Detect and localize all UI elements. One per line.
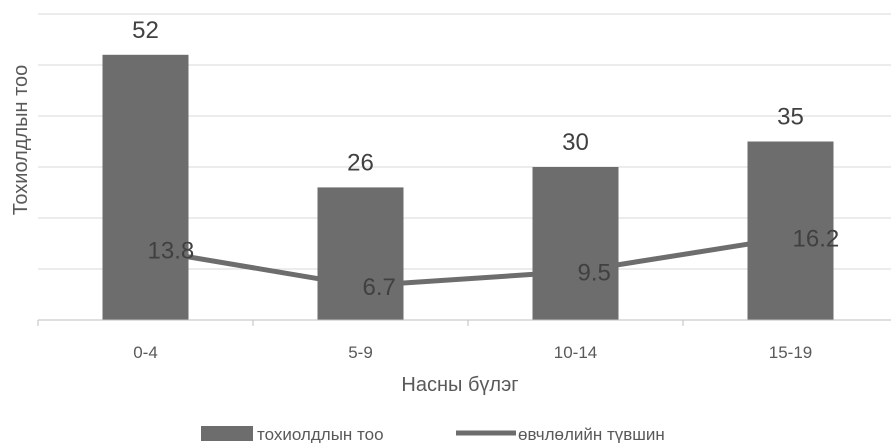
bar (317, 187, 404, 320)
x-axis: 0-4 5-9 10-14 15-19 (37, 319, 891, 362)
data-labels: 52 26 30 35 13.8 6.7 9.5 16.2 (132, 17, 839, 301)
line-data-label: 6.7 (363, 274, 396, 301)
bar (532, 167, 619, 320)
line-data-label: 16.2 (793, 225, 840, 252)
y-axis-title: Тохиолдлын тоо (10, 65, 32, 216)
legend-swatch-bar (201, 426, 253, 441)
legend-label-bar: тохиолдлын тоо (257, 425, 384, 443)
bar (102, 54, 189, 321)
x-tick-label: 10-14 (554, 343, 597, 362)
line-data-label: 13.8 (148, 238, 195, 265)
bar-data-label: 52 (132, 17, 159, 44)
bar-data-label: 35 (777, 104, 804, 131)
x-tick-label: 15-19 (769, 343, 812, 362)
line-series (143, 234, 793, 289)
bar-series (102, 54, 834, 321)
x-tick-label: 5-9 (348, 343, 373, 362)
legend: тохиолдлын тоо өвчлөлийн түвшин (201, 425, 665, 443)
bar (747, 141, 834, 320)
x-axis-title: Насны бүлэг (401, 374, 518, 396)
legend-label-line: өвчлөлийн түвшин (518, 425, 665, 443)
line-series-path (143, 234, 793, 289)
bar-data-label: 26 (347, 149, 374, 176)
line-data-label: 9.5 (578, 260, 611, 287)
x-tick-label: 0-4 (133, 343, 158, 362)
bar-data-label: 30 (562, 129, 589, 156)
